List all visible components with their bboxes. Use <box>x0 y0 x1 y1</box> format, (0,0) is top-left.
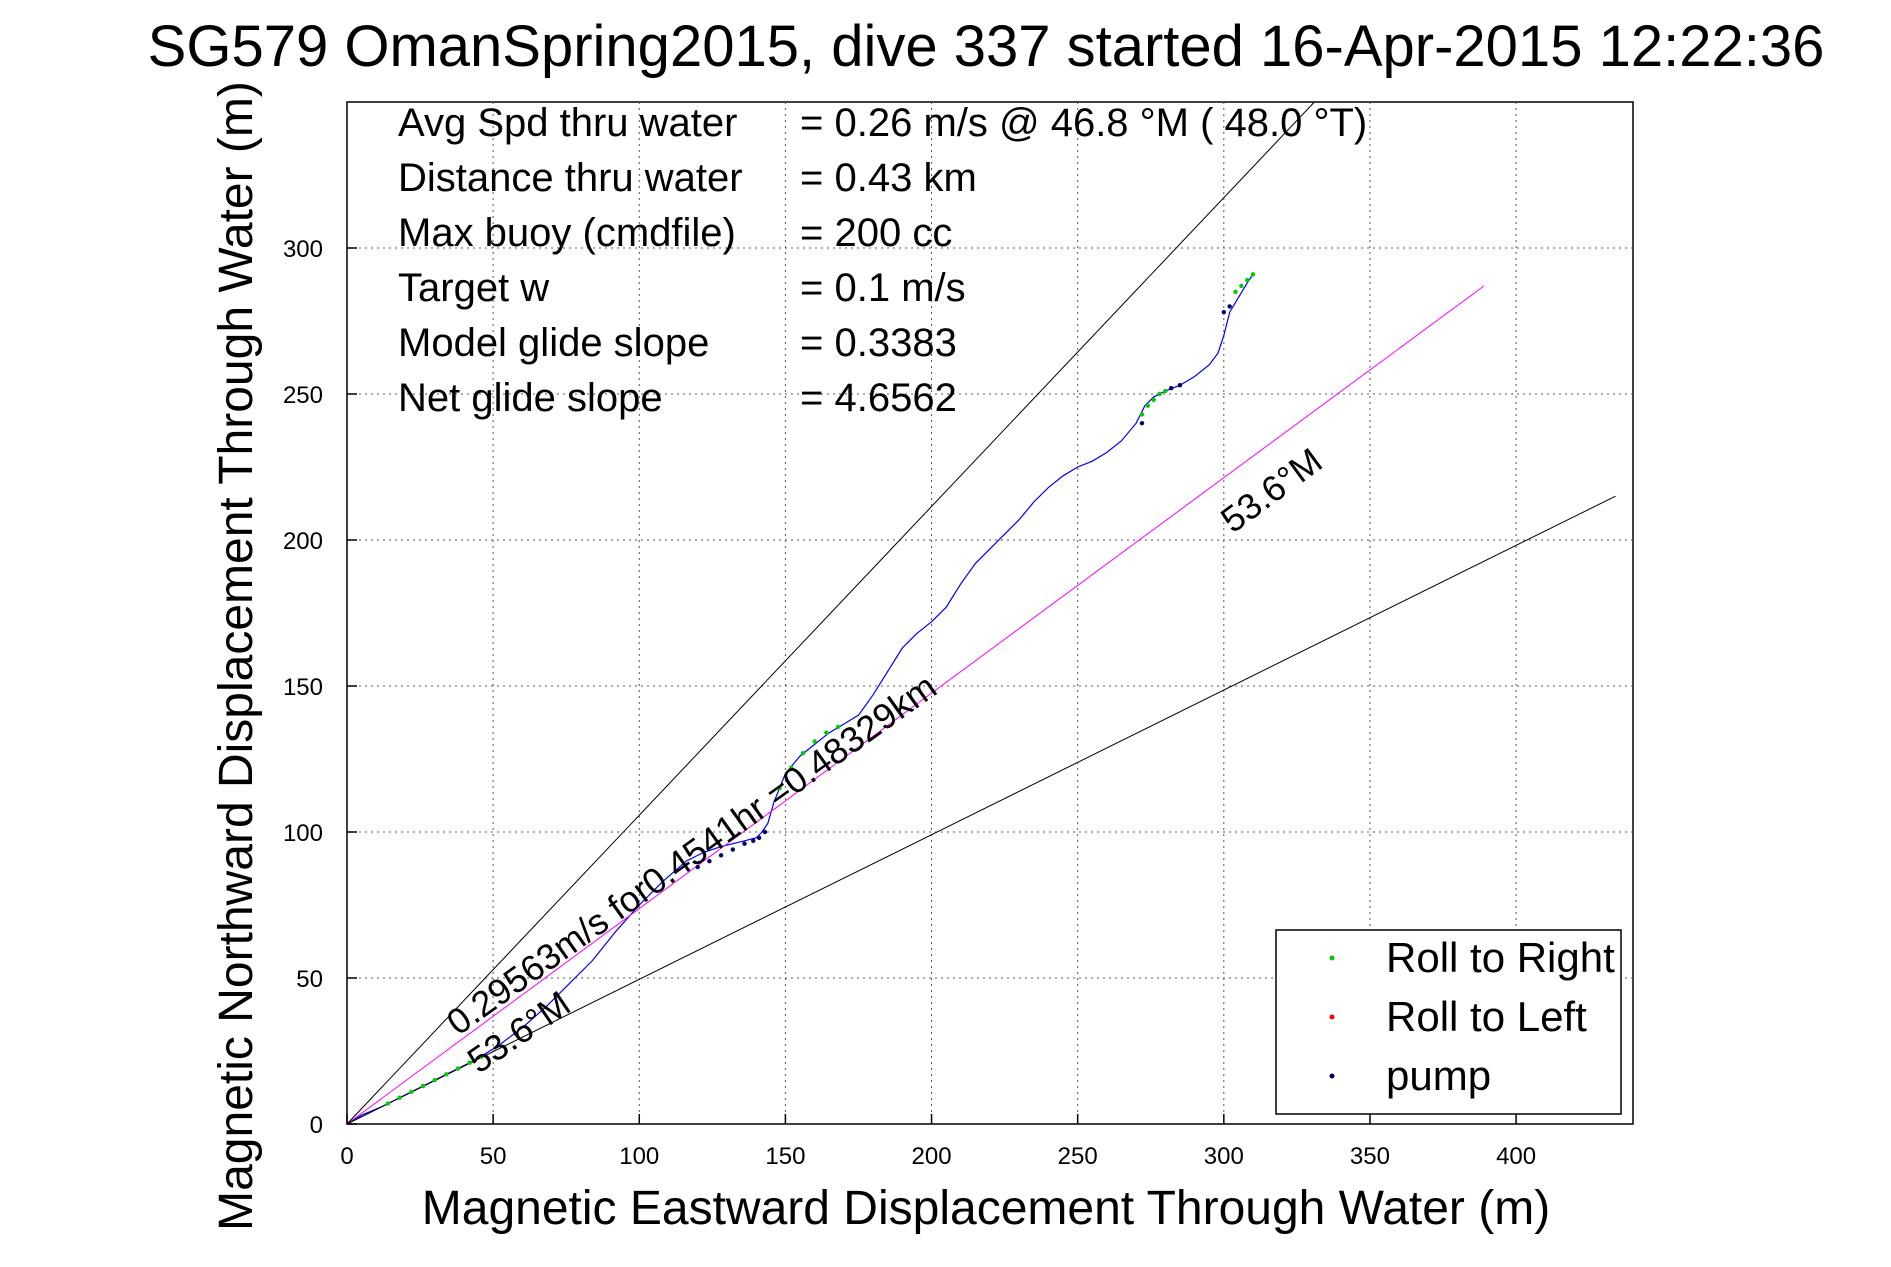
info-label: Model glide slope <box>398 321 709 365</box>
ticks-layer: 0 50 100 150 200 250 300 350 400 0 50 100 150 200 250 3… <box>283 236 1536 1170</box>
pump-marker <box>751 838 756 843</box>
x-tick-label: 50 <box>480 1143 507 1170</box>
legend: Roll to Right Roll to Left pump <box>1275 929 1622 1115</box>
upper-bound-line <box>346 101 1315 1125</box>
x-tick-label: 150 <box>765 1143 805 1170</box>
x-tick-label: 250 <box>1058 1143 1098 1170</box>
y-tick-label: 100 <box>283 820 323 847</box>
pump-marker <box>1177 383 1183 388</box>
legend-marker <box>1329 955 1335 961</box>
lower-bound-line <box>346 495 1616 1125</box>
roll-right-marker <box>385 1101 391 1106</box>
info-value: = 4.6562 <box>800 376 957 420</box>
x-axis-label: Magnetic Eastward Displacement Through W… <box>422 1182 1550 1235</box>
legend-marker <box>1329 1073 1335 1079</box>
y-tick-label: 300 <box>283 236 323 263</box>
roll-right-marker <box>479 1054 484 1060</box>
y-tick-label: 200 <box>283 528 323 555</box>
legend-marker <box>1329 1014 1335 1020</box>
pump-marker <box>707 859 712 864</box>
y-tick-label: 250 <box>283 382 323 409</box>
pump-marker <box>718 853 724 858</box>
info-label: Target w <box>398 266 549 310</box>
roll-right-marker <box>1139 412 1145 417</box>
roll-right-marker <box>432 1078 437 1083</box>
plot-frame <box>346 101 1634 1125</box>
roll-right-marker <box>397 1095 402 1100</box>
roll-right-marker <box>789 765 794 770</box>
roll-right-marker <box>1145 403 1151 408</box>
roll-right-marker <box>1163 388 1168 394</box>
legend-label: pump <box>1386 1052 1491 1099</box>
y-axis-label: Magnetic Northward Displacement Through … <box>210 81 263 1231</box>
info-value: = 0.1 m/s <box>800 266 966 310</box>
pump-marker <box>1227 304 1232 309</box>
x-tick-label: 400 <box>1496 1143 1536 1170</box>
pump-marker <box>742 841 747 846</box>
pump-marker <box>1139 421 1145 426</box>
info-label: Avg Spd thru water <box>398 101 737 145</box>
pump-marker <box>756 835 762 841</box>
roll-right-marker <box>1233 289 1238 294</box>
x-tick-label: 350 <box>1350 1143 1390 1170</box>
pump-marker <box>762 829 768 835</box>
info-value: = 0.26 m/s @ 46.8 °M ( 48.0 °T) <box>800 101 1367 145</box>
roll-right-marker <box>444 1072 449 1077</box>
roll-right-marker <box>1239 283 1244 289</box>
roll-right-marker <box>835 724 841 730</box>
y-tick-label: 0 <box>310 1112 323 1139</box>
lines-layer <box>346 101 1616 1125</box>
info-label: Net glide slope <box>398 376 663 420</box>
pump-marker <box>695 864 700 870</box>
legend-box <box>1275 929 1622 1115</box>
annotations-layer: 0.29563m/s for0.4541hr =0.48329km53.6°M5… <box>439 440 1330 1081</box>
x-tick-label: 100 <box>619 1143 659 1170</box>
info-value: = 0.3383 <box>800 321 957 365</box>
markers-layer <box>385 272 1256 1106</box>
pump-marker <box>730 847 735 852</box>
heading-label-upper: 53.6°M <box>1213 440 1329 541</box>
course-line-label: 0.29563m/s for0.4541hr =0.48329km <box>439 666 944 1043</box>
pump-marker <box>1221 310 1227 315</box>
info-value: = 200 cc <box>800 211 952 255</box>
roll-right-marker <box>824 730 829 735</box>
roll-right-marker <box>800 750 806 756</box>
y-tick-label: 50 <box>296 966 323 993</box>
x-tick-label: 0 <box>340 1143 353 1170</box>
roll-right-marker <box>467 1060 472 1065</box>
info-panel: Avg Spd thru water = 0.26 m/s @ 46.8 °M (… <box>398 101 1367 420</box>
roll-right-marker <box>1151 397 1156 403</box>
roll-right-marker <box>420 1083 426 1089</box>
info-label: Distance thru water <box>398 156 743 200</box>
roll-right-marker <box>1157 391 1162 397</box>
legend-label: Roll to Right <box>1386 934 1615 981</box>
roll-right-marker <box>777 786 782 791</box>
grid-layer <box>347 102 1633 1124</box>
info-value: = 0.43 km <box>800 156 977 200</box>
x-tick-label: 300 <box>1204 1143 1244 1170</box>
chart-title: SG579 OmanSpring2015, dive 337 started 1… <box>148 14 1825 79</box>
track-line <box>346 273 1254 1125</box>
x-tick-label: 200 <box>912 1143 952 1170</box>
info-label: Max buoy (cmdfile) <box>398 211 736 255</box>
roll-right-marker <box>812 739 817 744</box>
pump-marker <box>1169 385 1174 391</box>
roll-right-marker <box>409 1089 414 1095</box>
roll-right-marker <box>1245 277 1250 283</box>
roll-right-marker <box>1250 272 1256 277</box>
legend-label: Roll to Left <box>1386 993 1587 1040</box>
roll-right-marker <box>455 1066 461 1071</box>
course-line <box>346 285 1485 1125</box>
y-tick-label: 150 <box>283 674 323 701</box>
